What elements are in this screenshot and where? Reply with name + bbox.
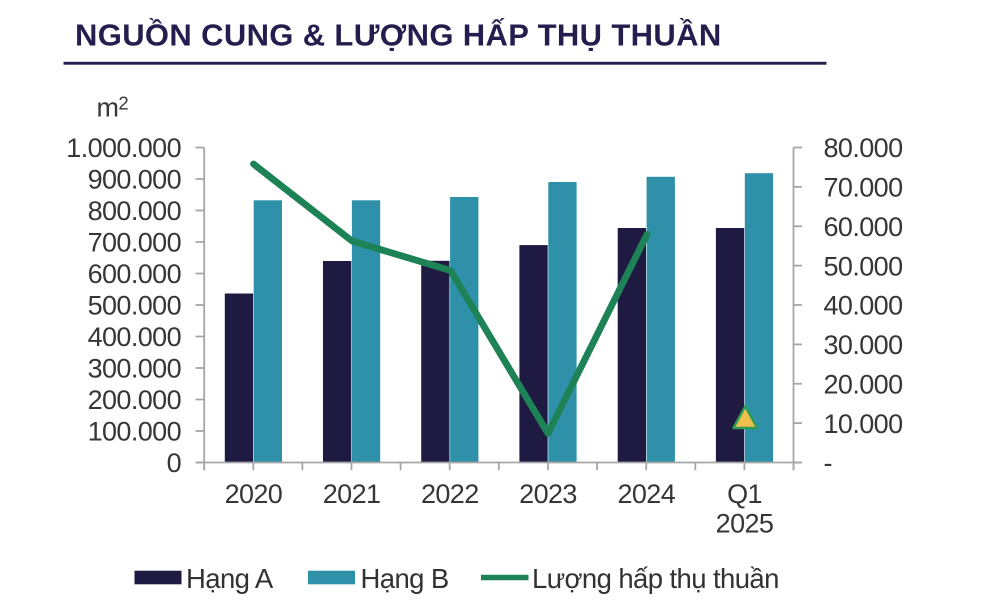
svg-text:40.000: 40.000 [824,291,903,321]
svg-text:Q1: Q1 [727,479,762,509]
svg-text:NGUỒN CUNG & LƯỢNG HẤP THỤ THU: NGUỒN CUNG & LƯỢNG HẤP THỤ THUẦN [75,17,722,53]
svg-text:1.000.000: 1.000.000 [66,133,181,163]
svg-text:2023: 2023 [519,479,577,509]
svg-text:2025: 2025 [716,509,774,539]
svg-text:100.000: 100.000 [88,417,181,447]
svg-text:80.000: 80.000 [824,133,903,163]
svg-text:500.000: 500.000 [88,291,181,321]
svg-text:60.000: 60.000 [824,212,903,242]
svg-text:2020: 2020 [225,479,283,509]
svg-text:2024: 2024 [617,479,675,509]
svg-text:20.000: 20.000 [824,369,903,399]
svg-text:70.000: 70.000 [824,173,903,203]
svg-text:800.000: 800.000 [88,196,181,226]
svg-text:700.000: 700.000 [88,228,181,258]
svg-text:30.000: 30.000 [824,330,903,360]
svg-text:300.000: 300.000 [88,354,181,384]
svg-text:Hạng A: Hạng A [186,563,274,594]
svg-text:2022: 2022 [421,479,479,509]
svg-text:900.000: 900.000 [88,165,181,195]
svg-text:10.000: 10.000 [824,409,903,439]
svg-text:400.000: 400.000 [88,322,181,352]
svg-text:2021: 2021 [323,479,381,509]
svg-text:Hạng B: Hạng B [361,563,449,594]
svg-text:200.000: 200.000 [88,385,181,415]
svg-text:-: - [824,448,832,478]
svg-text:600.000: 600.000 [88,259,181,289]
svg-text:Lượng hấp thụ thuần: Lượng hấp thụ thuần [532,563,779,594]
svg-text:0: 0 [167,448,181,478]
svg-text:50.000: 50.000 [824,251,903,281]
